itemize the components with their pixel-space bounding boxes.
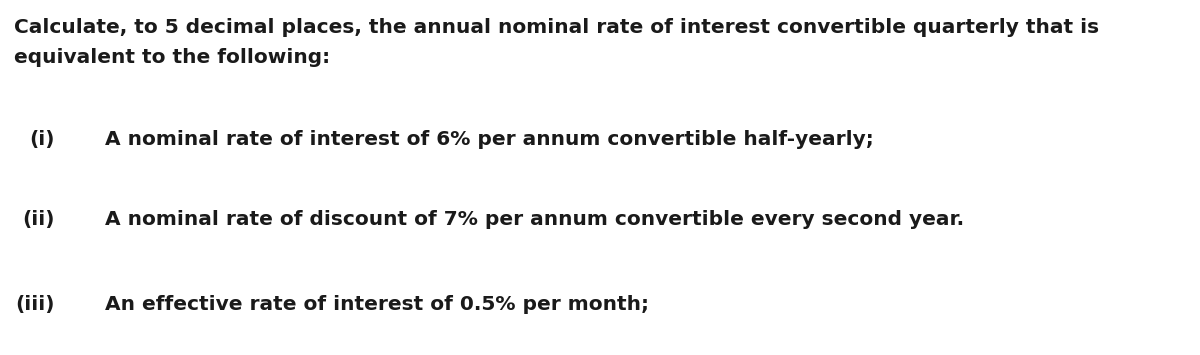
Text: A nominal rate of discount of 7% per annum convertible every second year.: A nominal rate of discount of 7% per ann… <box>106 210 964 229</box>
Text: An effective rate of interest of 0.5% per month;: An effective rate of interest of 0.5% pe… <box>106 295 649 314</box>
Text: (iii): (iii) <box>16 295 55 314</box>
Text: equivalent to the following:: equivalent to the following: <box>14 48 330 67</box>
Text: A nominal rate of interest of 6% per annum convertible half-yearly;: A nominal rate of interest of 6% per ann… <box>106 130 874 149</box>
Text: (i): (i) <box>30 130 55 149</box>
Text: Calculate, to 5 decimal places, the annual nominal rate of interest convertible : Calculate, to 5 decimal places, the annu… <box>14 18 1099 37</box>
Text: (ii): (ii) <box>23 210 55 229</box>
